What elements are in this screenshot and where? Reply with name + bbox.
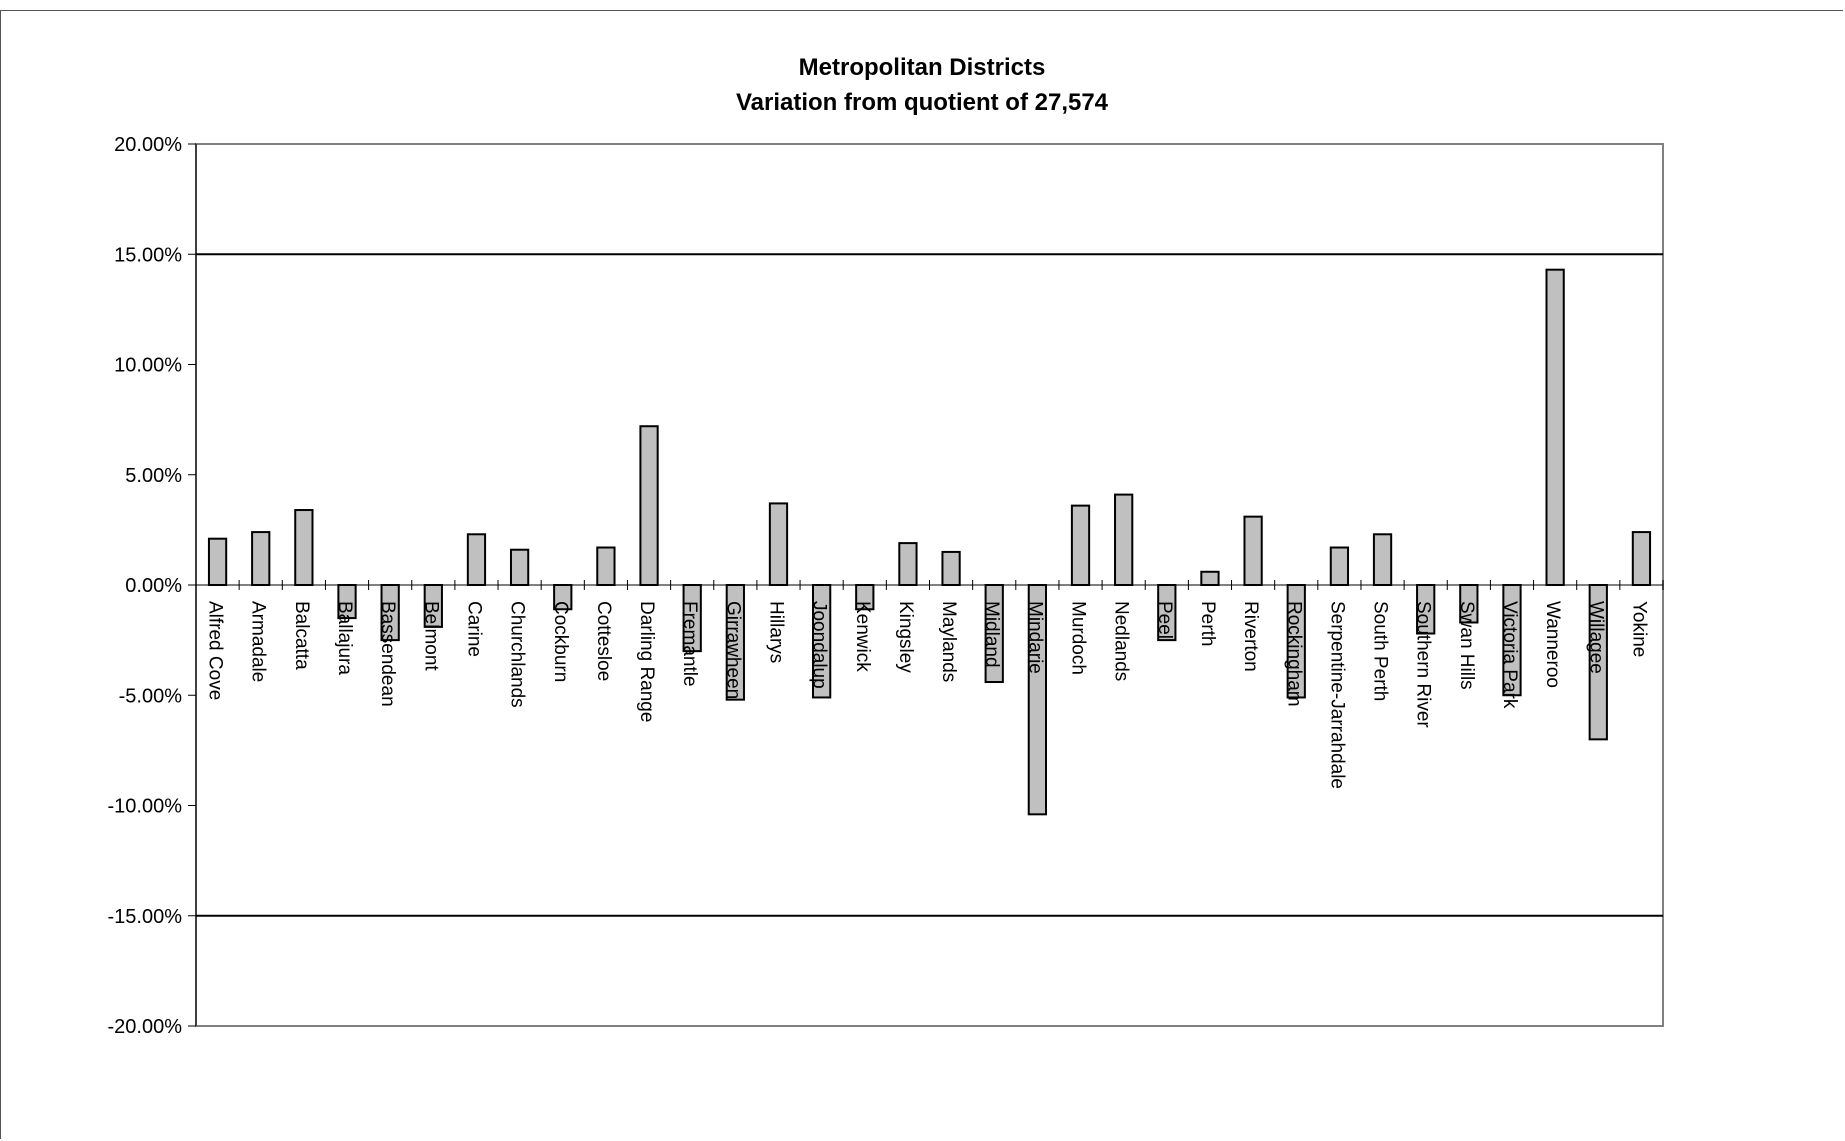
bar-rockingham [1286, 584, 1306, 699]
bar-perth [1200, 570, 1220, 587]
x-tick-label: Cottesloe [593, 601, 614, 681]
bar-alfred-cove [207, 537, 228, 587]
x-tick-label: Belmont [420, 601, 441, 671]
bar-maylands [941, 550, 961, 586]
x-tick-label: Southern River [1413, 601, 1434, 728]
y-tick-label: 20.00% [114, 134, 182, 156]
x-tick-label: Alfred Cove [205, 601, 226, 700]
chart-title: Metropolitan Districts [799, 54, 1046, 81]
bar-riverton [1243, 515, 1263, 586]
x-tick-label: Kingsley [895, 601, 916, 673]
y-tick-label: 15.00% [114, 244, 182, 266]
bar-belmont [423, 584, 443, 628]
x-tick-label: Swan Hills [1456, 601, 1477, 690]
bar-south-perth [1372, 533, 1393, 586]
x-tick-label: Armadale [248, 601, 269, 682]
x-tick-label: Serpentine-Jarrahdale [1326, 601, 1347, 789]
x-tick-label: Victoria Park [1499, 601, 1520, 709]
x-tick-label: Fremantle [679, 601, 700, 687]
x-tick-label: Nedlands [1111, 601, 1132, 681]
y-tick-label: -20.00% [108, 1016, 183, 1038]
x-tick-label: Kenwick [852, 601, 873, 672]
bar-willagee [1588, 584, 1608, 741]
bar-serpentine-jarrahdale [1329, 546, 1350, 587]
bar-bassendean [380, 584, 400, 642]
x-tick-label: Bassendean [377, 601, 398, 707]
x-tick-label: Ballajura [334, 601, 355, 675]
x-tick-label: Girrawheen [722, 601, 743, 699]
y-tick-label: 0.00% [125, 575, 182, 597]
y-tick-label: -5.00% [119, 685, 183, 707]
x-tick-label: Cockburn [550, 601, 571, 682]
bar-kingsley [898, 542, 918, 586]
x-tick-label: Maylands [938, 601, 959, 682]
x-tick-label: Mindarie [1024, 601, 1045, 674]
x-tick-label: Balcatta [291, 601, 312, 670]
x-tick-label: Peel [1154, 601, 1175, 639]
bar-chart: Metropolitan Districts Variation from qu… [108, 54, 1664, 1038]
x-tick-label: Hillarys [765, 601, 786, 663]
x-tick-label: Murdoch [1068, 601, 1089, 675]
bar-carine [466, 533, 487, 586]
chart-subtitle: Variation from quotient of 27,574 [736, 89, 1109, 116]
bar-victoria-park [1502, 584, 1522, 697]
chart-frame: Metropolitan Districts Variation from qu… [0, 10, 1843, 1139]
bar-hillarys [768, 502, 789, 587]
bar-kenwick [855, 584, 875, 611]
bar-fremantle [682, 584, 702, 653]
bar-cockburn [553, 584, 573, 611]
bar-cottesloe [596, 546, 616, 587]
x-tick-label: Riverton [1240, 601, 1261, 672]
x-tick-label: South Perth [1370, 601, 1391, 701]
bar-armadale [251, 531, 271, 587]
x-tick-label: Wanneroo [1542, 601, 1563, 688]
x-tick-label: Perth [1197, 601, 1218, 646]
x-tick-label: Churchlands [507, 601, 528, 708]
bar-southern-river [1416, 584, 1436, 635]
x-tick-label: Midland [981, 601, 1002, 668]
bar-nedlands [1114, 493, 1134, 586]
bar-midland [984, 584, 1004, 684]
y-tick-label: 10.00% [114, 355, 182, 377]
bar-darling-range [639, 425, 659, 586]
bar-ballajura [337, 584, 357, 620]
bar-churchlands [509, 548, 530, 586]
bar-yokine [1631, 531, 1652, 587]
bar-girrawheen [725, 584, 745, 701]
bar-joondalup [812, 584, 832, 699]
bar-wanneroo [1545, 268, 1565, 586]
bar-peel [1157, 584, 1177, 642]
bar-balcatta [294, 509, 314, 586]
y-tick-label: 5.00% [125, 465, 182, 487]
x-tick-label: Willagee [1585, 601, 1606, 674]
x-tick-label: Joondalup [809, 601, 830, 689]
bar-swan-hills [1459, 584, 1479, 624]
bar-mindarie [1027, 584, 1047, 816]
bar-murdoch [1070, 504, 1091, 586]
x-tick-label: Yokine [1628, 601, 1649, 657]
x-tick-label: Rockingham [1283, 601, 1304, 707]
y-tick-label: -15.00% [108, 906, 183, 928]
x-tick-label: Darling Range [636, 601, 657, 722]
x-tick-label: Carine [463, 601, 484, 657]
y-tick-label: -10.00% [108, 796, 183, 818]
